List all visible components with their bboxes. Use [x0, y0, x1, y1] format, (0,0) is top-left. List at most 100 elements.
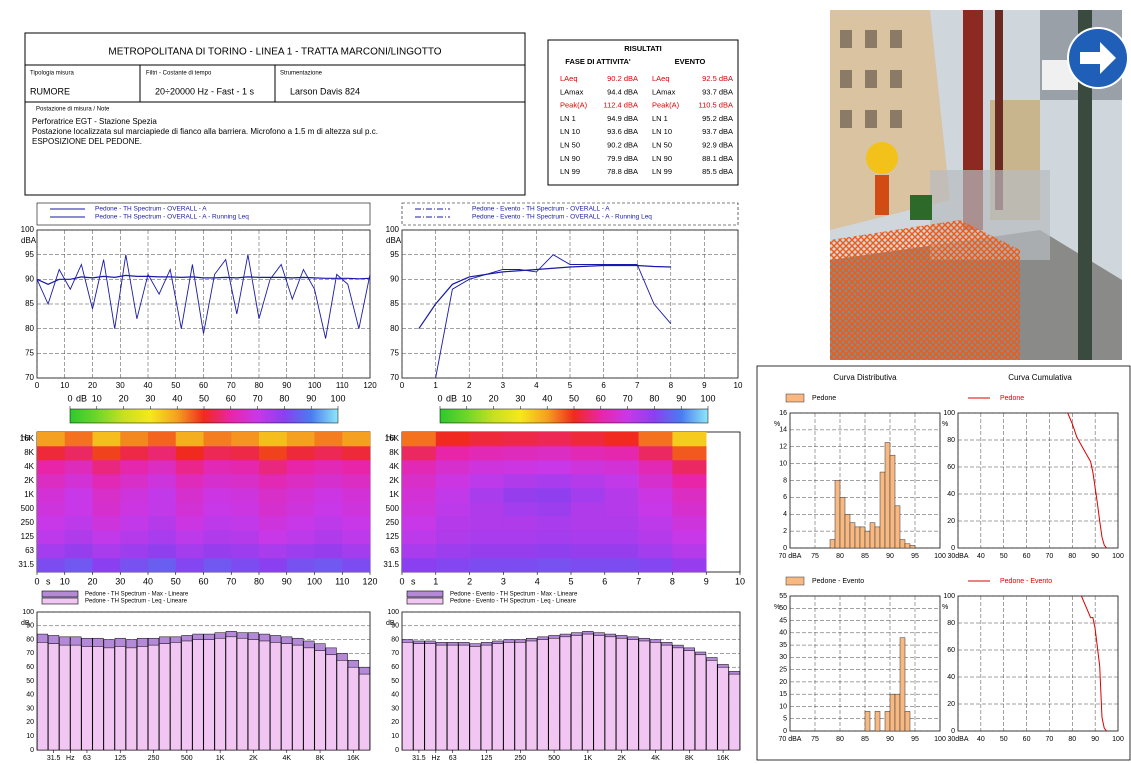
- spectrogram-cell: [93, 530, 121, 544]
- y-tick-label: 250: [386, 518, 400, 527]
- spectrogram-cell: [342, 460, 370, 474]
- spectrogram-cell: [148, 460, 176, 474]
- spectrum-bar: [425, 644, 436, 750]
- x-tick-label: 80: [254, 576, 264, 586]
- x-tick-label: 95: [911, 553, 919, 560]
- legend-label: Pedone - Evento - TH Spectrum - OVERALL …: [472, 214, 652, 221]
- spectrogram-cell: [315, 558, 343, 572]
- x-tick-label: 100: [1112, 553, 1124, 560]
- results-title: RISULTATI: [624, 44, 662, 53]
- spectrum-bar: [82, 647, 93, 751]
- y-tick-label: 0: [951, 545, 955, 552]
- spectrogram-cell: [605, 558, 639, 572]
- spectrogram-cell: [65, 474, 93, 488]
- field-label: Tipologia misura: [30, 71, 74, 77]
- colorbar-tick-label: 0: [437, 393, 442, 403]
- spectrogram-cell: [470, 530, 504, 544]
- histogram-bar: [865, 711, 870, 731]
- spectrogram-cell: [342, 488, 370, 502]
- result-label: LN 50: [652, 140, 672, 149]
- y-unit: %: [774, 604, 780, 611]
- spectrum-bar: [436, 645, 447, 750]
- x-tick-label: 250: [148, 755, 160, 762]
- spectrogram-cell: [470, 502, 504, 516]
- x-tick-label: 60: [1023, 553, 1031, 560]
- spectrogram-cell: [436, 474, 470, 488]
- x-tick-label: 2K: [617, 755, 626, 762]
- x-tick-label: 5: [568, 381, 573, 390]
- spectrogram-cell: [503, 502, 537, 516]
- x-tick-label: 30dBA: [947, 736, 968, 743]
- spectrogram-cell: [605, 530, 639, 544]
- x-tick-label: 70: [226, 576, 236, 586]
- spectrogram-cell: [315, 446, 343, 460]
- x-tick-label: 85: [861, 736, 869, 743]
- time-unit: s: [411, 576, 416, 586]
- x-tick-label: 2: [467, 381, 472, 390]
- x-tick-label: 120: [363, 381, 377, 390]
- x-tick-label: 90: [886, 736, 894, 743]
- histogram-bar: [830, 540, 835, 548]
- spectrogram-cell: [204, 502, 232, 516]
- spectrogram-cell: [37, 502, 65, 516]
- y-tick-label: 0: [783, 545, 787, 552]
- spectrogram-cell: [93, 460, 121, 474]
- result-label: LN 50: [560, 140, 580, 149]
- legend-label: Pedone - Evento: [812, 578, 864, 585]
- spectrogram-cell: [537, 460, 571, 474]
- spectrogram-cell: [470, 460, 504, 474]
- spectrogram-cell: [571, 474, 605, 488]
- spectrogram-cell: [537, 530, 571, 544]
- y-tick-label: 50: [779, 605, 787, 612]
- spectrogram-cell: [120, 502, 148, 516]
- legend-swatch: [786, 394, 804, 402]
- spectrogram-cell: [204, 488, 232, 502]
- spectrogram-cell: [470, 488, 504, 502]
- spectrogram-cell: [571, 544, 605, 558]
- spectrogram-cell: [204, 558, 232, 572]
- colorbar: [70, 409, 338, 423]
- colorbar-unit: dB: [76, 393, 87, 403]
- spectrum-bar: [337, 660, 348, 750]
- y-tick-label: 12: [779, 444, 787, 451]
- x-tick-label: 1K: [216, 755, 225, 762]
- spectrogram-cell: [402, 432, 436, 446]
- spectrogram-cell: [65, 558, 93, 572]
- spectrogram-cell: [37, 516, 65, 530]
- x-tick-label: 4: [534, 381, 539, 390]
- spectrum-bar: [348, 667, 359, 750]
- spectrogram-cell: [537, 544, 571, 558]
- spectrum-bar: [470, 647, 481, 751]
- x-tick-label: 110: [335, 576, 349, 586]
- spectrogram-cell: [93, 488, 121, 502]
- result-value: 79.9 dBA: [607, 154, 638, 163]
- legend-swatch: [786, 577, 804, 585]
- spectrogram-cell: [503, 544, 537, 558]
- results-column: FASE DI ATTIVITA': [565, 57, 631, 66]
- spectrum-bar: [504, 642, 515, 750]
- spectrogram-cell: [259, 432, 287, 446]
- spectrogram-cell: [287, 474, 315, 488]
- spectrogram-cell: [342, 516, 370, 530]
- result-value: 85.5 dBA: [702, 167, 733, 176]
- result-label: LN 90: [652, 154, 672, 163]
- spectrum-bar: [718, 667, 729, 750]
- x-tick-label: 90: [282, 381, 291, 390]
- colorbar-tick-label: 20: [119, 393, 129, 403]
- x-tick-label: 10: [735, 576, 745, 586]
- spectrogram-cell: [503, 432, 537, 446]
- x-tick-label: 6: [601, 381, 606, 390]
- x-tick-label: 63: [83, 755, 91, 762]
- x-tick-label: 500: [548, 755, 560, 762]
- histogram-bar: [835, 481, 840, 549]
- x-tick-label: 80: [1068, 736, 1076, 743]
- x-tick-label: 40: [144, 381, 153, 390]
- y-tick-label: 95: [390, 250, 399, 259]
- result-label: LAeq: [652, 74, 670, 83]
- y-tick-label: 80: [25, 324, 34, 333]
- spectrogram-cell: [259, 516, 287, 530]
- spectrum-bar: [137, 647, 148, 751]
- spectrogram-cell: [315, 544, 343, 558]
- spectrum-bar: [571, 635, 582, 750]
- spectrogram-cell: [148, 432, 176, 446]
